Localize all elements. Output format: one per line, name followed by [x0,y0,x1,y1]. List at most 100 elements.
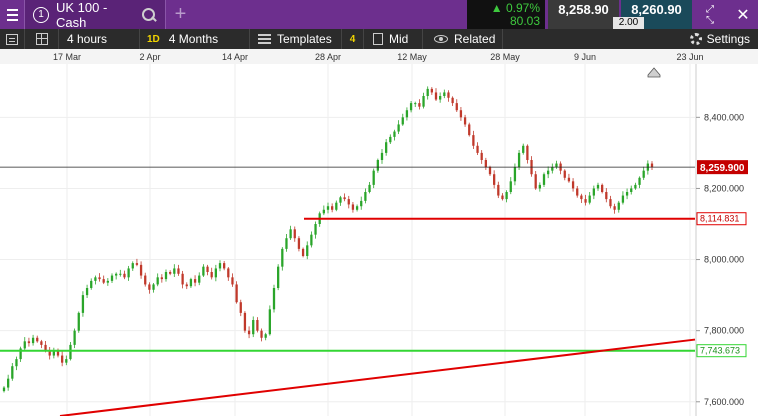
candle-body [339,197,342,203]
period-select[interactable]: 1D 4 Months [140,29,250,49]
candle-body [343,197,346,200]
instrument-tab[interactable]: 1 UK 100 - Cash [25,0,165,30]
settings-button[interactable]: Settings [689,29,758,49]
candle-body [285,238,288,249]
trendline[interactable] [59,338,696,416]
candle-body [243,312,247,331]
hamburger-menu-icon[interactable] [0,0,25,29]
candle-body [223,263,226,269]
price-mode-select[interactable]: Mid [364,29,423,49]
candle-body [360,200,363,207]
interval-label: 4 hours [67,32,108,46]
candle-body [563,170,566,178]
candle-body [123,273,126,278]
candle-body [198,275,201,283]
templates-badge: 4 [346,33,359,45]
sell-price-button[interactable]: 8,258.90 [548,0,619,29]
price-chart[interactable]: 17 Mar 2 Apr 14 Apr 28 Apr 12 May 28 May 9 Jun… [0,49,758,416]
close-icon[interactable]: ✕ [736,6,750,24]
candle-body [505,192,508,200]
price-mode-label: Mid [389,32,409,46]
candle-body [459,110,463,118]
candle-body [27,341,31,344]
candle-body [364,192,367,201]
candle-body [131,263,134,269]
watchlist-button[interactable] [0,29,25,49]
candle-body [102,279,105,283]
candle-body [73,330,76,345]
candle-body [439,96,442,100]
current-price-tag [697,160,748,175]
chart-gridlines [0,64,695,416]
spread-value: 2.00 [613,17,644,29]
candle-body [509,181,512,192]
layout-button[interactable] [25,29,59,49]
candle-body [218,263,222,269]
support-price-label: 8,114.831 [700,214,739,224]
search-icon[interactable] [141,7,157,23]
settings-label: Settings [706,32,750,46]
candle-body [522,145,525,153]
expand-collapse-icon[interactable]: ⤢ ⤡ [706,3,714,26]
candle-body [81,295,85,313]
candle-body [484,160,487,168]
templates-button[interactable]: Templates [250,29,342,49]
price-change-box: ▲ 0.97% 80.03 [467,0,545,29]
candle-body [526,145,529,160]
candle-body [601,184,604,192]
candle-body [227,268,230,278]
candle-body [551,167,554,171]
candle-body [7,378,10,388]
related-button[interactable]: Related [423,29,503,49]
candle-body [625,192,629,196]
period-label: 4 Months [168,32,219,46]
candle-body [397,124,400,132]
candle-body [542,174,546,185]
candle-body [430,88,433,93]
scroll-to-latest-icon[interactable] [647,67,661,78]
x-tick-label: 14 Apr [222,52,248,62]
candle-body [584,199,587,203]
candle-body [355,206,359,210]
candle-body [160,277,163,280]
candle-body [206,266,209,272]
gear-icon [689,33,702,45]
candle-body [613,206,616,210]
candle-body [61,355,64,363]
date-axis-bar [0,49,758,64]
candle-body [164,272,168,280]
candle-body [605,192,608,200]
candle-body [106,280,109,283]
studies-count-button[interactable]: 4 [342,29,364,49]
candle-body [48,350,51,356]
price-levels[interactable]: 8,259.900 8,114.831 7,743.673 [0,160,748,416]
candle-body [77,312,80,331]
candle-body [638,177,641,185]
candle-body [414,103,417,105]
candle-body [621,195,625,203]
candle-body [173,268,176,274]
candle-body [426,88,429,96]
candle-body [642,170,645,178]
chart-background [0,49,758,416]
candle-body [94,277,97,281]
candle-body [497,184,500,196]
price-mode-icon [373,33,383,45]
candle-body [335,202,338,210]
candle-body [376,160,379,171]
candle-body [422,96,425,107]
candle-body [169,272,172,274]
candle-body [281,248,284,267]
interval-select[interactable]: 4 hours [59,29,140,49]
candle-body [634,184,637,189]
candle-body [23,341,26,349]
candle-body [31,337,35,344]
candle-body [480,152,483,160]
instrument-title: UK 100 - Cash [56,0,108,30]
y-tick-label: 7,800.000 [704,326,744,336]
candle-body [181,273,184,285]
candle-body [127,268,130,278]
add-tab-button[interactable]: + [165,0,195,29]
candle-body [119,273,122,275]
candle-body [185,284,188,287]
